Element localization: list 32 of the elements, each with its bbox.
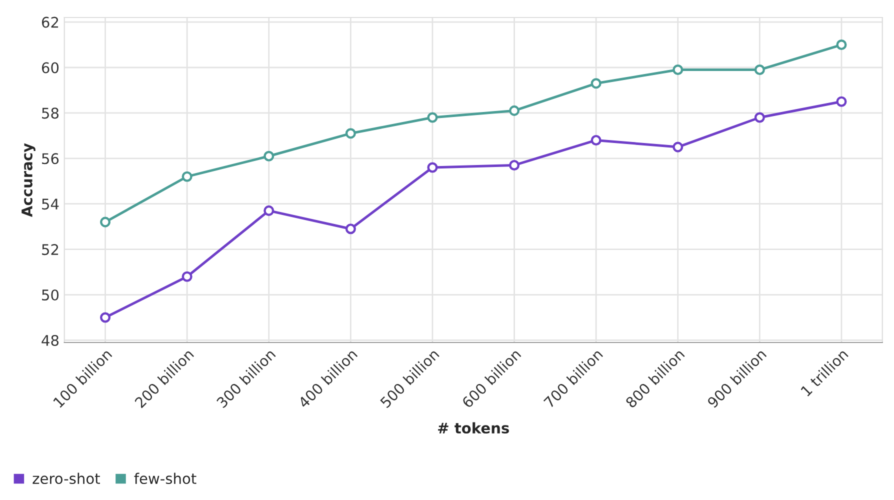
legend-label: few-shot <box>134 472 196 484</box>
legend-label: zero-shot <box>32 472 100 484</box>
y-tick-label: 62 <box>42 16 58 28</box>
point <box>182 271 192 282</box>
point <box>672 142 684 152</box>
point <box>836 96 847 107</box>
y-tick-label: 56 <box>42 153 59 164</box>
y-tick-label: 60 <box>42 62 59 74</box>
point <box>345 128 356 139</box>
point <box>100 216 111 228</box>
point <box>590 134 602 146</box>
point <box>590 78 602 89</box>
point <box>182 171 192 182</box>
y-tick-label: 58 <box>42 108 59 119</box>
x-axis-title: # tokens <box>438 422 509 434</box>
point <box>754 112 765 123</box>
point <box>508 160 520 171</box>
point <box>836 39 847 50</box>
point <box>345 224 356 234</box>
point <box>427 162 438 173</box>
y-tick-label: 54 <box>42 198 59 210</box>
y-tick-label: 50 <box>42 289 59 301</box>
point <box>754 64 765 76</box>
point <box>672 64 684 76</box>
point <box>100 312 111 323</box>
y-axis-title: Accuracy <box>22 143 36 217</box>
point <box>508 105 520 116</box>
point <box>264 150 274 162</box>
point <box>264 205 274 216</box>
y-tick-label: 52 <box>42 244 58 256</box>
point <box>427 112 438 123</box>
y-tick-label: 48 <box>42 334 59 346</box>
